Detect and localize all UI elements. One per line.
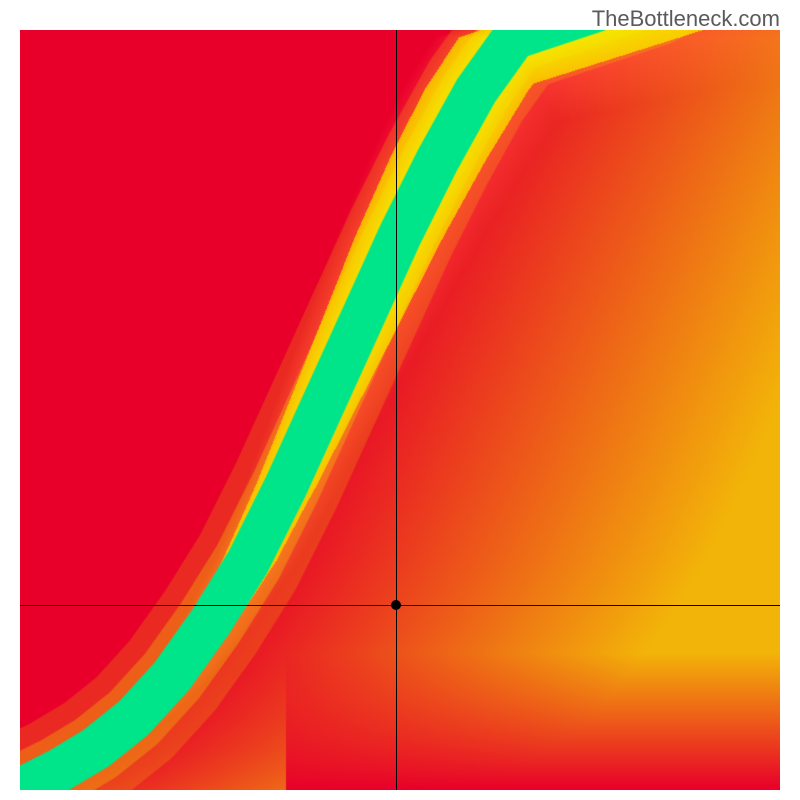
crosshair-vertical [396,30,397,790]
watermark-text: TheBottleneck.com [592,6,780,32]
heatmap-plot [20,30,780,790]
heatmap-canvas [20,30,780,790]
crosshair-marker [391,600,401,610]
